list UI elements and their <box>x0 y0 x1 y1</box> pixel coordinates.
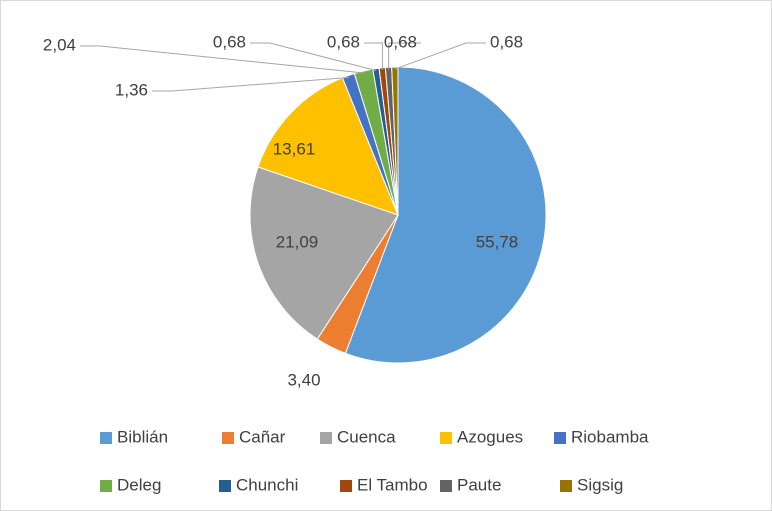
legend-swatch <box>100 480 112 492</box>
pie-slice <box>257 77 399 216</box>
legend-swatch <box>219 480 231 492</box>
data-label: 0,68 <box>384 32 417 51</box>
data-label: 21,09 <box>276 232 319 251</box>
data-label: 0,68 <box>327 32 360 51</box>
pie-slice <box>391 66 399 216</box>
leader-line <box>364 42 383 70</box>
legend-label: Deleg <box>117 475 161 494</box>
data-label: 55,78 <box>476 232 519 251</box>
legend-label: Azogues <box>457 427 523 446</box>
legend-swatch <box>440 432 452 444</box>
legend-label: Riobamba <box>571 427 649 446</box>
leader-line <box>394 42 486 70</box>
legend-swatch <box>340 480 352 492</box>
data-label: 13,61 <box>273 139 316 158</box>
pie-slice <box>344 66 547 364</box>
legend-label: Chunchi <box>236 475 298 494</box>
legend-swatch <box>100 432 112 444</box>
legend-swatch <box>320 432 332 444</box>
leader-line <box>250 42 377 72</box>
legend-label: Sigsig <box>577 475 623 494</box>
legend-label: Cuenca <box>337 427 396 446</box>
data-label: 2,04 <box>43 35 76 54</box>
legend-label: Cañar <box>239 427 286 446</box>
leader-line <box>80 45 365 74</box>
leader-line <box>388 42 421 70</box>
leader-line <box>152 76 350 92</box>
data-label: 0,68 <box>213 32 246 51</box>
legend-swatch <box>560 480 572 492</box>
data-label: 3,40 <box>287 370 320 389</box>
legend-label: Biblián <box>117 427 168 446</box>
legend-swatch <box>554 432 566 444</box>
pie-slice <box>249 166 399 340</box>
legend-swatch <box>440 480 452 492</box>
data-label: 1,36 <box>115 80 148 99</box>
data-label: 0,68 <box>490 32 523 51</box>
legend-label: El Tambo <box>357 475 428 494</box>
legend-swatch <box>222 432 234 444</box>
legend-label: Paute <box>457 475 501 494</box>
